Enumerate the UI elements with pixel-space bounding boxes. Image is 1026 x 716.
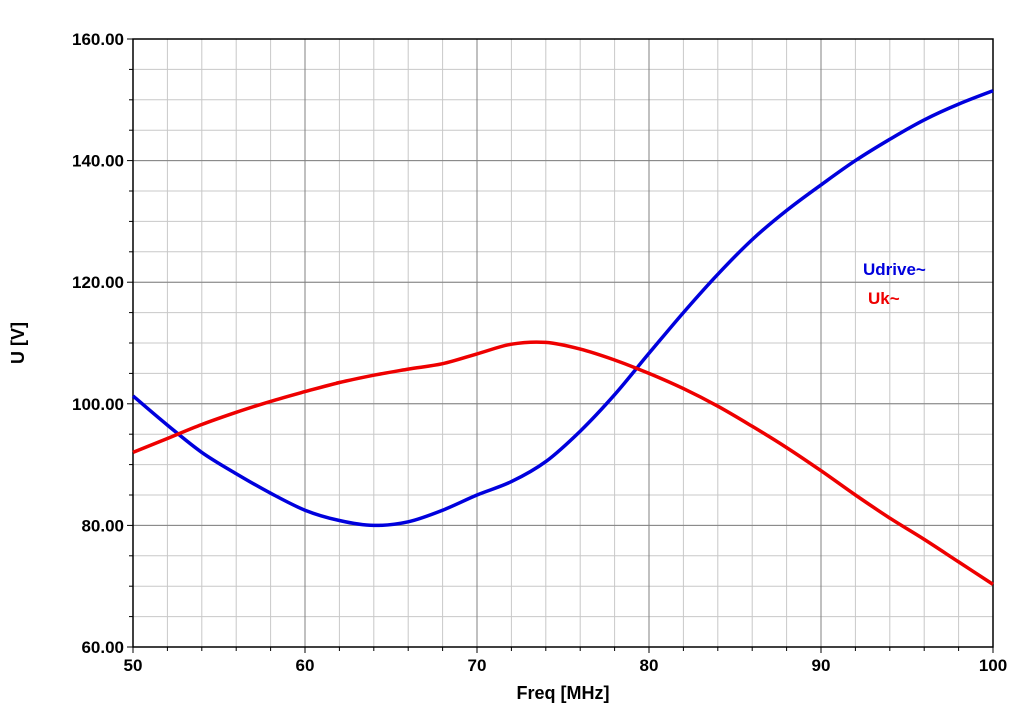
y-tick-label: 60.00 — [81, 638, 124, 657]
y-tick-label: 80.00 — [81, 516, 124, 535]
x-tick-label: 70 — [468, 656, 487, 675]
plot-frame — [132, 38, 994, 648]
y-tick-label: 100.00 — [72, 395, 124, 414]
x-tick-label: 50 — [124, 656, 143, 675]
legend-entry: Uk~ — [868, 289, 900, 308]
x-tick-label: 90 — [812, 656, 831, 675]
series-line-uk — [132, 340, 994, 586]
x-tick-label: 100 — [979, 656, 1007, 675]
y-tick-label: 140.00 — [72, 152, 124, 171]
x-tick-labels: 50 60 70 80 90 100 — [124, 656, 1008, 675]
minor-grid — [132, 38, 994, 648]
y-tick-label: 120.00 — [72, 273, 124, 292]
x-axis-title: Freq [MHz] — [517, 683, 610, 703]
y-tick-label: 160.00 — [72, 30, 124, 49]
legend-entry: Udrive~ — [863, 260, 926, 279]
series-layer — [131, 89, 994, 586]
y-axis-title: U [V] — [8, 322, 28, 364]
series-line-udrive — [131, 89, 994, 528]
legend: Udrive~ Uk~ — [863, 260, 926, 308]
x-tick-label: 60 — [296, 656, 315, 675]
y-tick-labels: 60.00 80.00 100.00 120.00 140.00 160.00 — [72, 30, 124, 657]
x-tick-label: 80 — [640, 656, 659, 675]
